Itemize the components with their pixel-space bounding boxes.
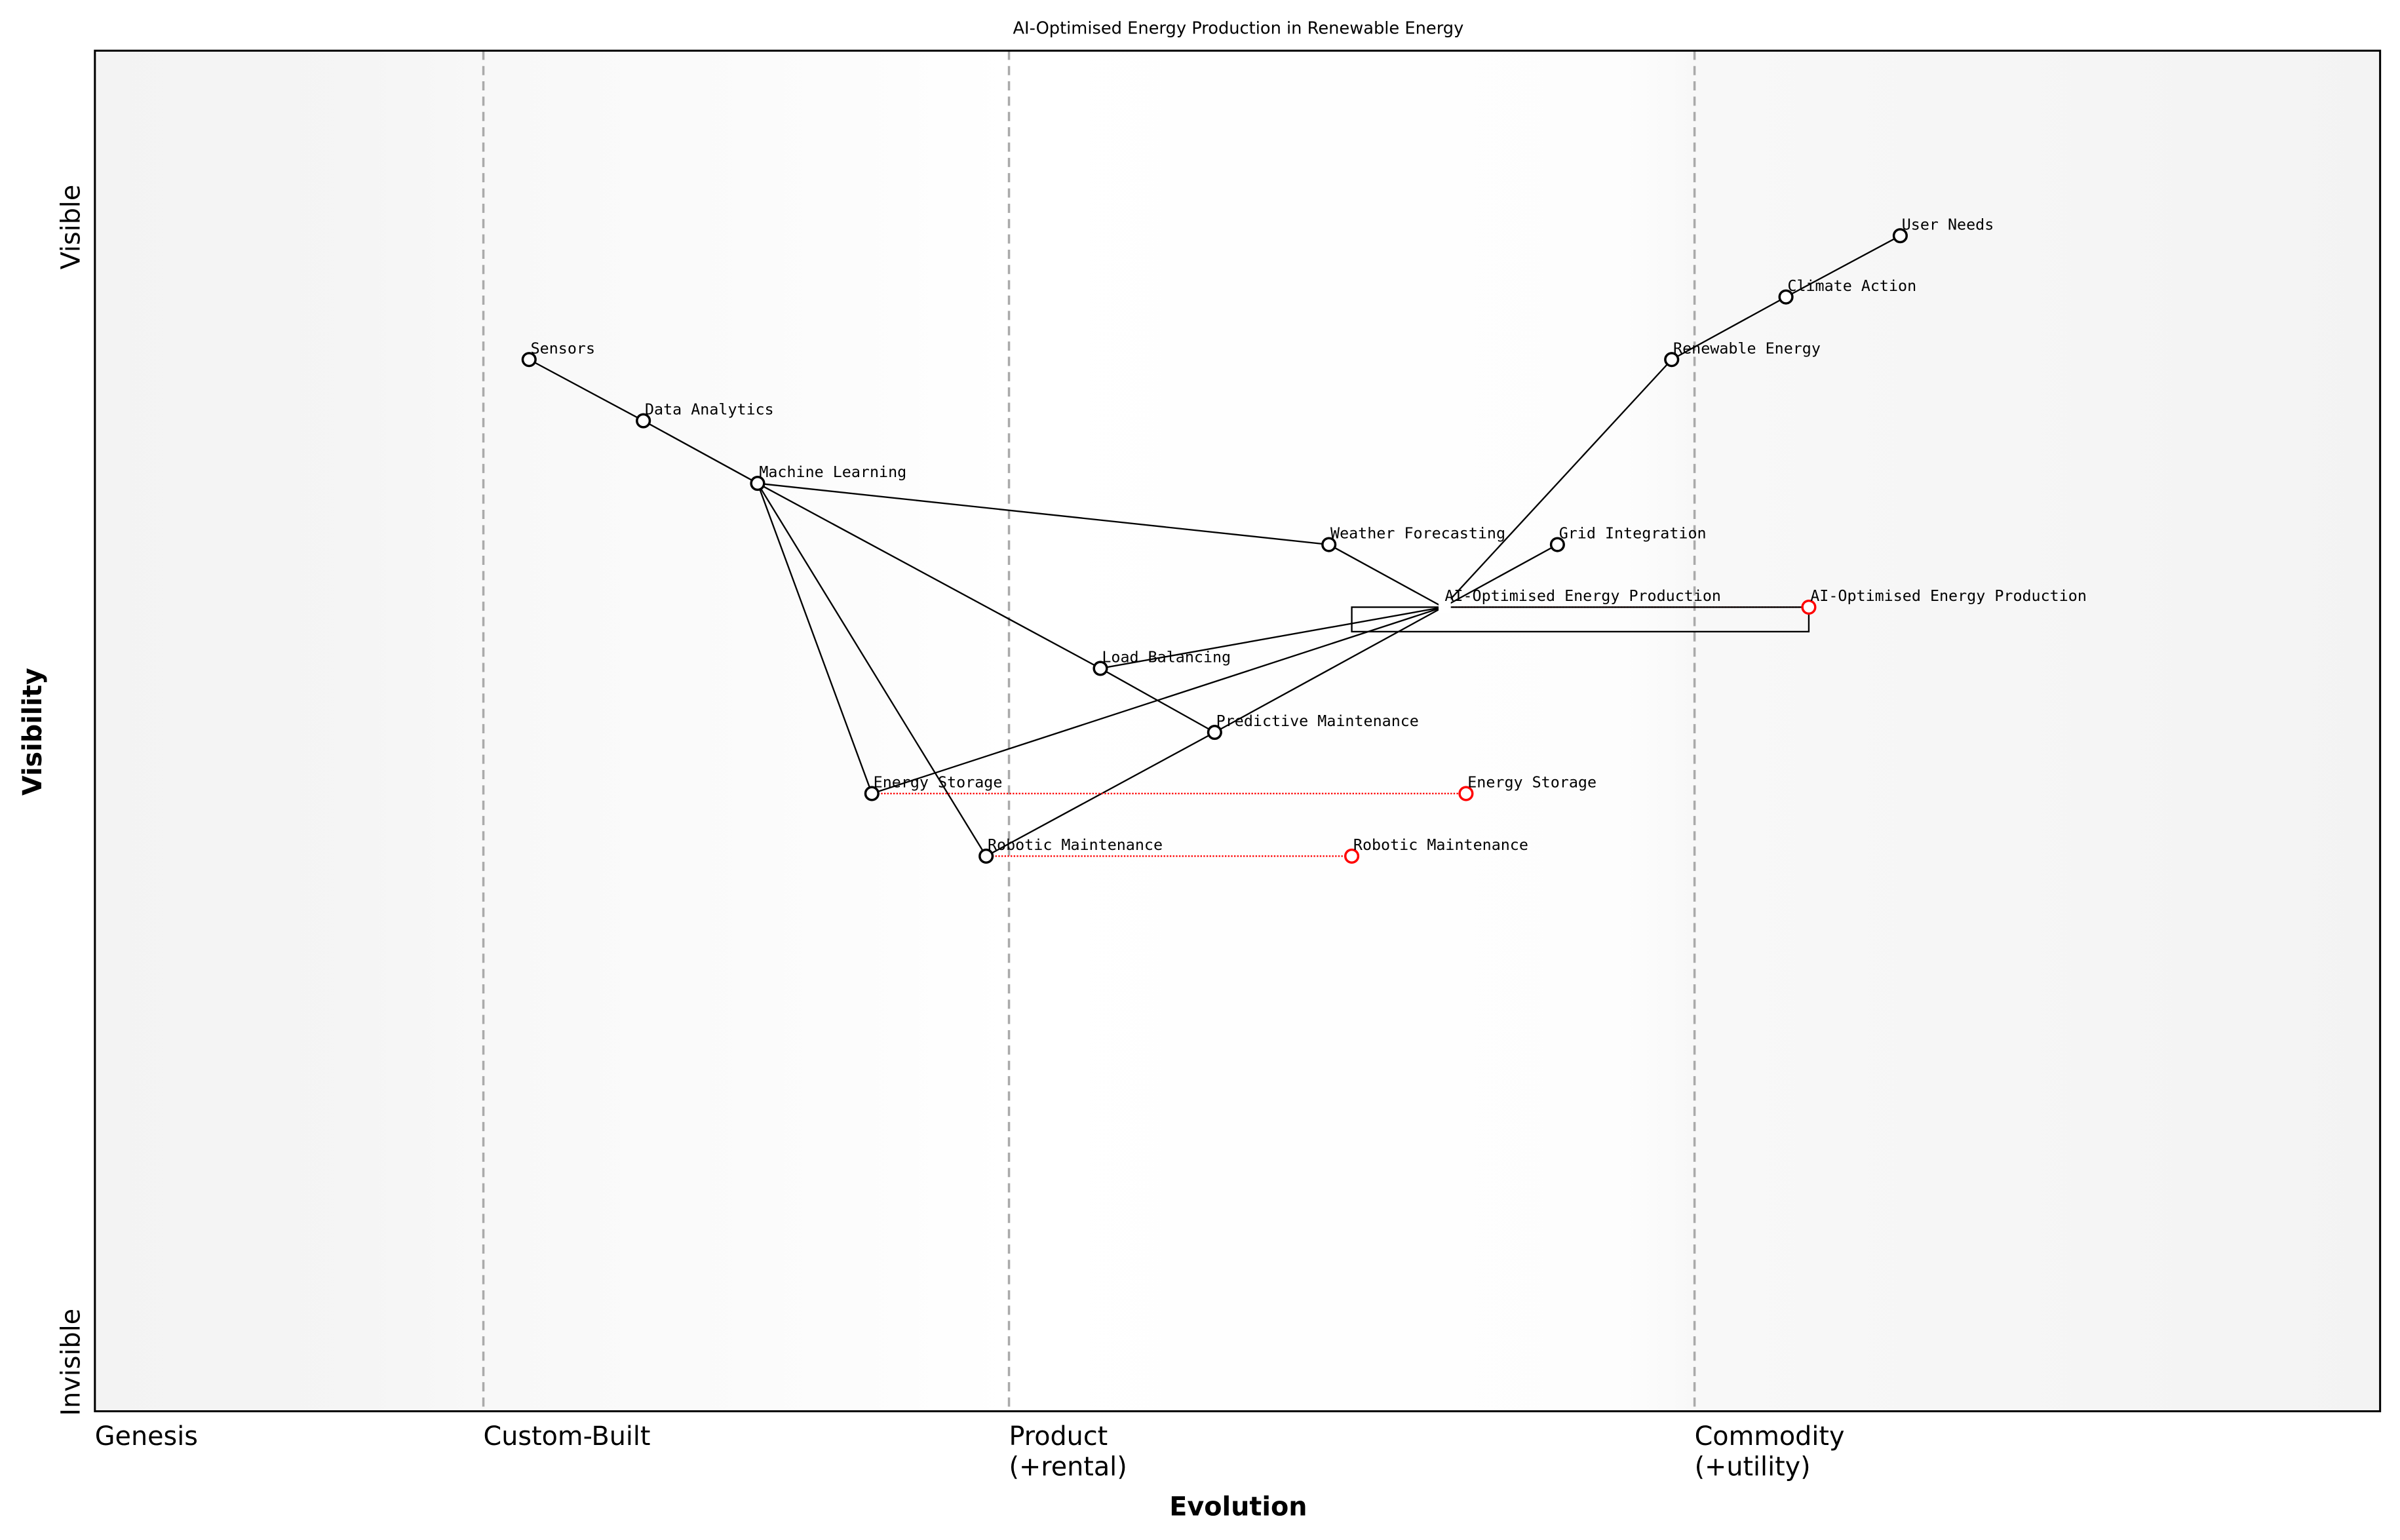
component-label: Climate Action [1787, 277, 1916, 295]
link-line [1442, 543, 1558, 608]
component-label: Machine Learning [759, 463, 906, 481]
link-line [756, 482, 987, 857]
plot-frame [94, 49, 2382, 1413]
link-line [1214, 606, 1444, 733]
stage-label: Genesis [95, 1421, 198, 1452]
link-line [643, 420, 758, 484]
link-line [871, 606, 1444, 795]
link-line [757, 482, 1329, 546]
component-label: User Needs [1902, 215, 1994, 233]
chart-title: AI-Optimised Energy Production in Renewa… [1013, 19, 1463, 39]
component-marker [636, 413, 651, 429]
plot-background [94, 50, 2380, 1412]
stage-sublabel: (+utility) [1695, 1452, 1811, 1482]
link-line [1785, 235, 1901, 298]
component-marker [1093, 661, 1108, 676]
component-marker [1549, 537, 1565, 552]
evolved-label: Robotic Maintenance [1353, 836, 1528, 854]
evolved-marker [1344, 848, 1360, 864]
stage-label: Commodity [1695, 1421, 1845, 1452]
link-line [986, 731, 1215, 857]
component-label: Energy Storage [874, 773, 1003, 792]
component-marker [1207, 724, 1222, 741]
component-marker [521, 352, 537, 368]
component-marker [1321, 537, 1337, 552]
component-marker [978, 848, 994, 864]
component-marker [1778, 289, 1794, 305]
stage-label: Custom-Built [484, 1421, 651, 1452]
component-label: Grid Integration [1559, 524, 1707, 543]
component-marker [864, 786, 880, 801]
y-top-label: Visible [56, 185, 86, 270]
link-line [1442, 358, 1673, 608]
stage-label: Product [1009, 1421, 1108, 1452]
component-marker [750, 476, 765, 491]
component-marker [1892, 228, 1908, 244]
component-label: Sensors [531, 339, 595, 357]
link-line [1328, 543, 1444, 608]
link-line [1671, 296, 1787, 360]
link-line [528, 358, 644, 422]
pipeline-box [1351, 606, 1810, 633]
component-label: Robotic Maintenance [988, 836, 1163, 854]
y-axis-label: Visibility [18, 668, 48, 796]
y-bottom-label: Invisible [56, 1309, 86, 1416]
component-label: Weather Forecasting [1330, 524, 1505, 543]
link-line [1100, 606, 1444, 670]
component-label: Renewable Energy [1673, 339, 1821, 357]
evolved-marker [1801, 599, 1817, 615]
component-label: Data Analytics [645, 400, 774, 419]
stage-sublabel: (+rental) [1009, 1452, 1127, 1482]
component-label: Predictive Maintenance [1216, 712, 1419, 730]
evolved-label: AI-Optimised Energy Production [1810, 587, 2087, 605]
evolved-label: Energy Storage [1467, 773, 1597, 792]
label-background [1439, 594, 1451, 613]
evolved-marker [1458, 786, 1474, 801]
component-label: AI-Optimised Energy Production [1444, 587, 1721, 605]
link-line [757, 482, 1101, 669]
component-label: Load Balancing [1102, 648, 1231, 666]
x-axis-label: Evolution [1169, 1492, 1307, 1522]
component-marker [1664, 352, 1680, 368]
link-line [756, 483, 873, 794]
